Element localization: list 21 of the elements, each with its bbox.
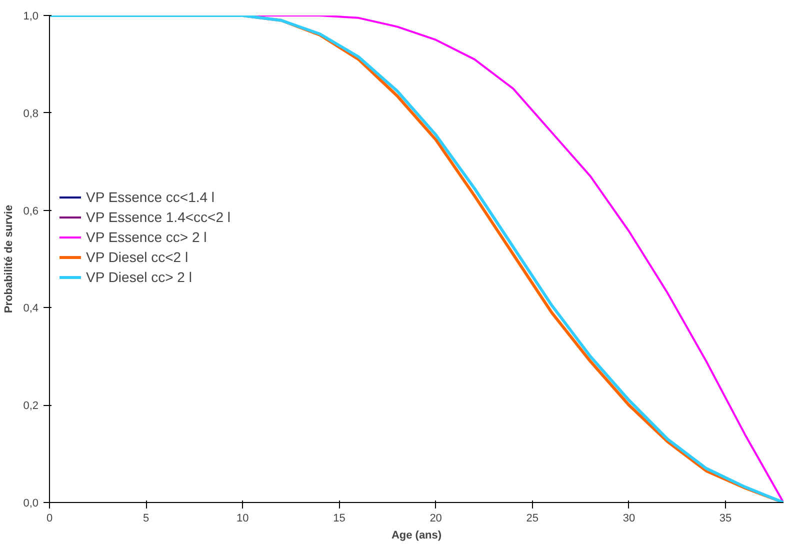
x-tick-label: 20	[430, 512, 442, 524]
x-tick-label: 10	[236, 512, 249, 524]
x-tick-label: 15	[333, 512, 346, 524]
legend-label: VP Diesel cc> 2 l	[86, 269, 192, 285]
legend-label: VP Essence 1.4<cc<2 l	[86, 209, 230, 225]
x-axis-title: Age (ans)	[391, 530, 442, 542]
legend-label: VP Diesel cc<2 l	[86, 249, 188, 265]
x-tick-label: 30	[622, 512, 636, 524]
y-tick-label: 0,6	[23, 205, 39, 218]
legend-label: VP Essence cc<1.4 l	[86, 189, 215, 205]
x-tick-label: 35	[719, 512, 732, 524]
y-tick-label: 1,0	[23, 10, 39, 22]
y-tick-label: 0,8	[23, 108, 39, 120]
y-tick-label: 0,2	[23, 400, 39, 412]
y-axis-title: Probabilité de survie	[3, 204, 16, 314]
legend-label: VP Essence cc> 2 l	[86, 229, 207, 245]
x-tick-label: 5	[143, 512, 150, 524]
y-tick-label: 0,4	[23, 302, 39, 315]
x-tick-label: 25	[526, 512, 539, 524]
x-tick-label: 0	[46, 512, 53, 524]
y-tick-label: 0,0	[23, 498, 39, 510]
